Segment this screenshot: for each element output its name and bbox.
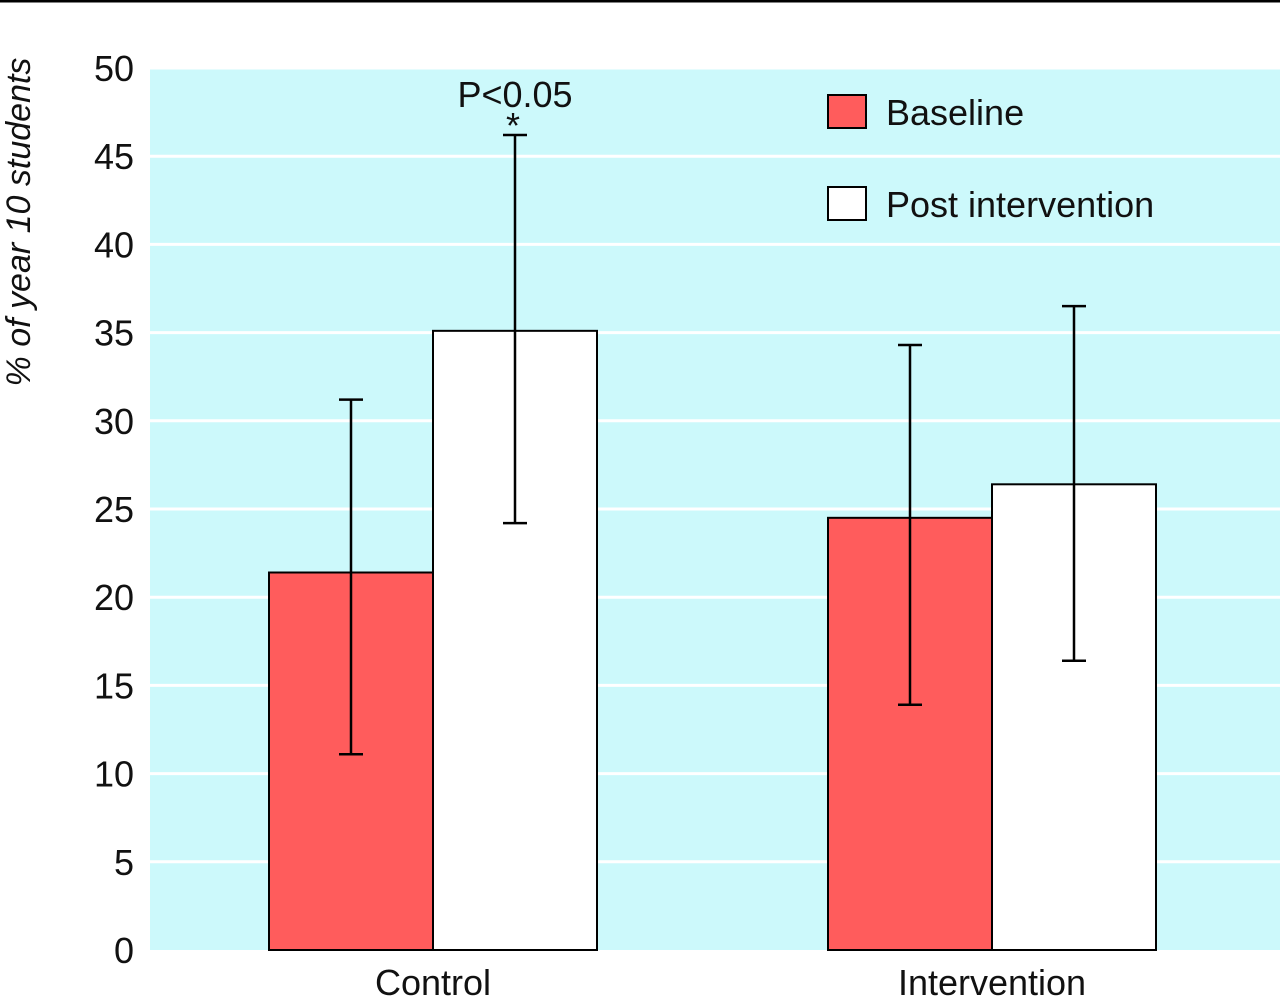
y-tick-label: 30 bbox=[94, 401, 134, 442]
legend-swatch bbox=[827, 186, 867, 221]
significance-marker: * bbox=[506, 105, 520, 146]
x-category-label: Control bbox=[375, 962, 491, 998]
legend: Baseline Post intervention bbox=[827, 92, 1154, 225]
annotations: P<0.05* bbox=[457, 74, 572, 146]
significance-label: P<0.05 bbox=[457, 74, 572, 115]
y-tick-label: 35 bbox=[94, 313, 134, 354]
y-axis-title: % of year 10 students bbox=[0, 58, 38, 387]
legend-label: Baseline bbox=[886, 92, 1024, 133]
y-tick-label: 45 bbox=[94, 136, 134, 177]
x-category-label: Intervention bbox=[898, 962, 1086, 998]
error-bar bbox=[339, 398, 363, 756]
y-tick-label: 40 bbox=[94, 224, 134, 265]
y-tick-label: 50 bbox=[94, 48, 134, 89]
y-tick-label: 20 bbox=[94, 577, 134, 618]
error-bar bbox=[898, 343, 922, 707]
error-bar bbox=[1062, 304, 1086, 662]
bars bbox=[268, 329, 1157, 952]
x-axis-categories: Control Intervention bbox=[375, 962, 1086, 998]
y-tick-label: 0 bbox=[114, 930, 134, 971]
y-axis-ticks: 0 5 10 15 20 25 30 35 40 45 50 bbox=[94, 48, 134, 971]
y-tick-label: 10 bbox=[94, 754, 134, 795]
legend-label: Post intervention bbox=[886, 184, 1154, 225]
error-bars bbox=[339, 133, 1086, 756]
legend-swatch bbox=[827, 94, 867, 129]
y-tick-label: 25 bbox=[94, 489, 134, 530]
y-tick-label: 15 bbox=[94, 665, 134, 706]
y-tick-label: 5 bbox=[114, 842, 134, 883]
error-bar bbox=[503, 133, 527, 525]
